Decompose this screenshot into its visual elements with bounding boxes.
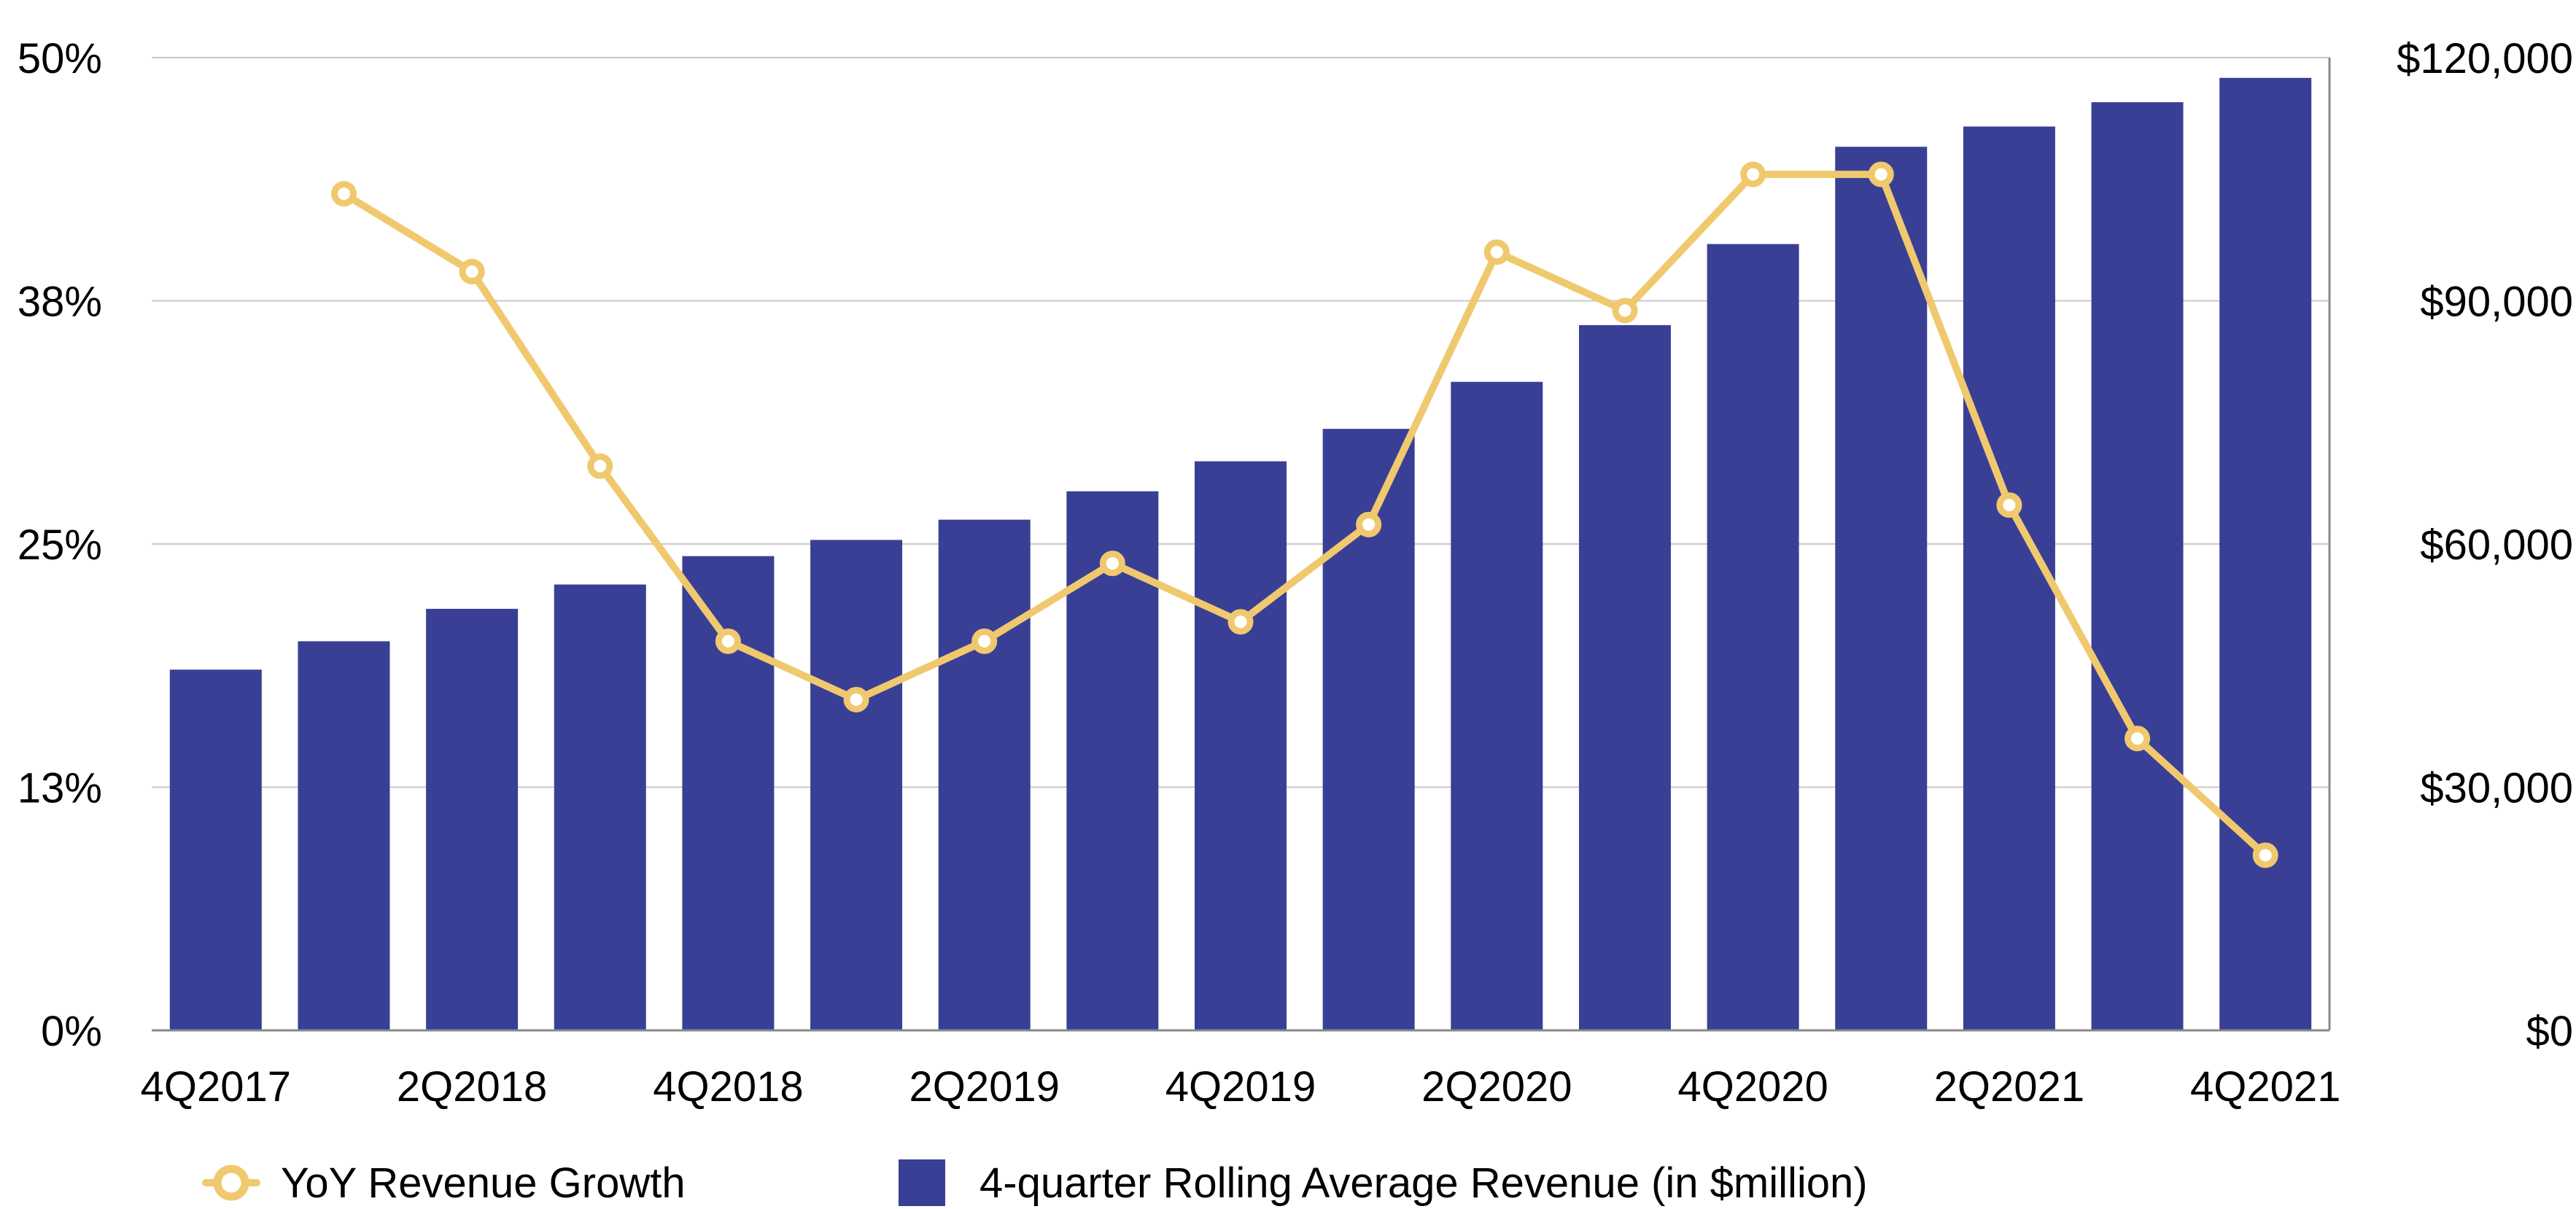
revenue-bar	[1835, 147, 1928, 1031]
revenue-bar	[810, 540, 903, 1030]
growth-point	[1099, 551, 1125, 577]
growth-line	[340, 171, 2270, 859]
legend-growth-marker	[213, 1165, 249, 1201]
revenue-bar	[1195, 461, 1287, 1030]
revenue-bar	[298, 641, 390, 1030]
growth-point	[1740, 161, 1766, 187]
y-right-tick-label: $30,000	[2420, 765, 2573, 812]
legend: YoY Revenue Growth 4-quarter Rolling Ave…	[202, 1159, 1868, 1207]
revenue-bar	[1707, 244, 1799, 1030]
revenue-bar	[426, 608, 519, 1030]
growth-point	[843, 686, 869, 712]
x-tick-label: 4Q2021	[2190, 1063, 2340, 1111]
growth-point	[587, 453, 613, 479]
axes	[152, 58, 2331, 1032]
revenue-bar	[2219, 77, 2312, 1031]
growth-point	[459, 258, 485, 284]
revenue-bar	[682, 556, 775, 1030]
bar-series	[169, 77, 2312, 1031]
growth-point	[1356, 511, 1382, 537]
y-left-tick-label: 38%	[18, 279, 102, 326]
x-tick-label: 2Q2021	[1934, 1063, 2084, 1111]
x-tick-label: 2Q2020	[1421, 1063, 1572, 1111]
y-right-tick-label: $60,000	[2420, 521, 2573, 569]
growth-point	[2125, 726, 2151, 752]
growth-point	[971, 628, 998, 654]
growth-point	[2252, 842, 2278, 868]
x-tick-label: 2Q2018	[397, 1063, 547, 1111]
growth-point	[1227, 609, 1254, 635]
x-tick-label: 4Q2019	[1165, 1063, 1316, 1111]
y-left-tick-label: 25%	[18, 521, 102, 569]
revenue-bar	[1451, 381, 1543, 1030]
revenue-bar	[169, 669, 262, 1030]
revenue-bar	[938, 519, 1031, 1030]
x-tick-label: 2Q2019	[909, 1063, 1060, 1111]
revenue-bar	[2091, 102, 2184, 1031]
revenue-bar	[1578, 324, 1671, 1031]
legend-revenue-swatch	[899, 1159, 945, 1206]
y-left-tick-label: 0%	[41, 1008, 102, 1055]
legend-item-revenue: 4-quarter Rolling Average Revenue (in $m…	[899, 1159, 1868, 1207]
x-tick-label: 4Q2017	[141, 1063, 291, 1111]
legend-revenue-label: 4-quarter Rolling Average Revenue (in $m…	[979, 1159, 1868, 1207]
x-tick-label: 4Q2020	[1677, 1063, 1828, 1111]
line-series	[340, 171, 2270, 859]
y-left-tick-label: 50%	[18, 35, 102, 82]
line-points	[330, 161, 2278, 868]
growth-point	[1868, 161, 1894, 187]
legend-growth-label: YoY Revenue Growth	[281, 1159, 686, 1207]
revenue-bar	[1963, 126, 2055, 1030]
tick-labels: 0% 13% 25% 38% 50% $0 $30,000 $60,000 $90,000 $12…	[18, 35, 2573, 1111]
y-left-tick-label: 13%	[18, 765, 102, 812]
growth-point	[1996, 492, 2022, 518]
revenue-bar	[554, 584, 646, 1030]
x-tick-label: 4Q2018	[653, 1063, 803, 1111]
y-right-tick-label: $0	[2526, 1008, 2573, 1055]
legend-item-growth: YoY Revenue Growth	[202, 1159, 686, 1207]
growth-point	[330, 181, 357, 207]
y-right-tick-label: $120,000	[2397, 35, 2573, 82]
growth-point	[715, 628, 741, 654]
growth-point	[1612, 298, 1638, 324]
growth-point	[1483, 239, 1510, 265]
y-right-tick-label: $90,000	[2420, 279, 2573, 326]
